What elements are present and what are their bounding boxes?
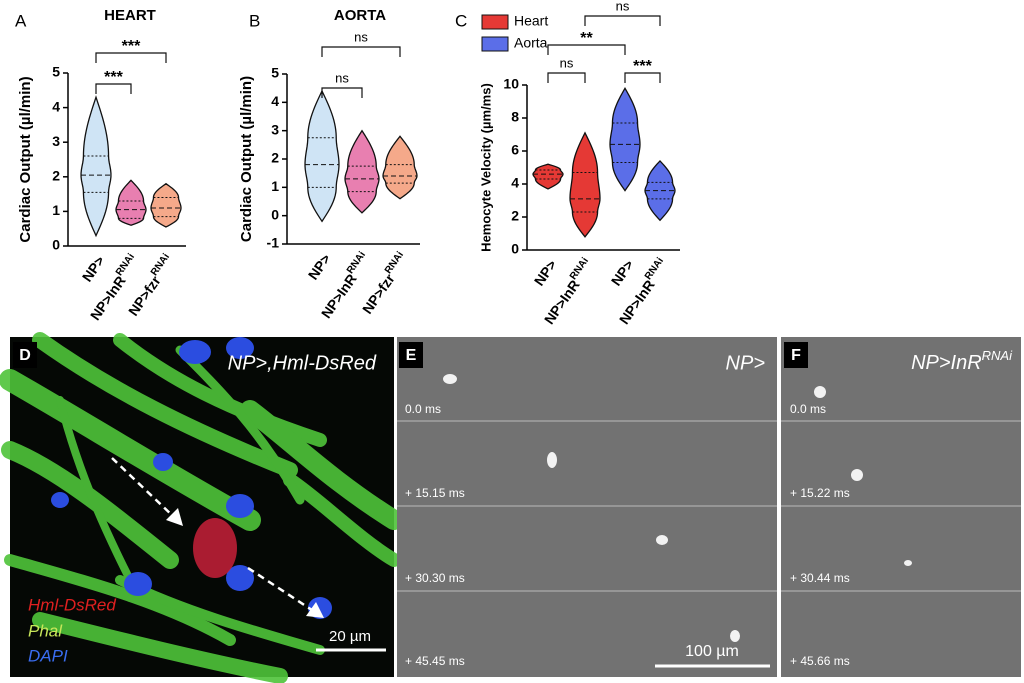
y-axis-label: Hemocyte Velocity (µm/ms) — [478, 83, 493, 252]
label-box — [399, 342, 423, 368]
violin — [80, 95, 112, 238]
y-tick-label: 1 — [271, 178, 279, 194]
scale-bar-label: 100 µm — [685, 643, 739, 660]
panel-label: D — [19, 347, 31, 364]
panel-label: B — [249, 11, 260, 30]
y-tick-label: 6 — [511, 142, 519, 158]
significance-bracket — [584, 15, 661, 26]
y-tick-label: 3 — [52, 133, 60, 149]
significance-bracket — [95, 83, 132, 94]
y-tick-label: 4 — [52, 98, 60, 114]
hemocyte — [193, 518, 237, 578]
y-tick-label: 5 — [52, 64, 60, 80]
muscle-fibers — [0, 332, 404, 683]
time-label: + 15.22 ms — [790, 486, 850, 500]
violin — [569, 131, 601, 238]
time-label: + 15.15 ms — [405, 486, 465, 500]
violin — [344, 129, 380, 214]
panel-title: NP>InRRNAi — [911, 348, 1013, 374]
y-axis-label: Cardiac Output (µl/min) — [238, 76, 255, 242]
y-axis-label: Cardiac Output (µl/min) — [17, 76, 34, 242]
significance-label: ns — [335, 70, 349, 85]
label-box — [784, 342, 808, 368]
panel-label: F — [791, 347, 801, 364]
y-tick-label: 2 — [511, 208, 519, 224]
significance-bracket — [321, 46, 401, 57]
y-tick-label: 5 — [271, 65, 279, 81]
panel-label: C — [455, 11, 467, 30]
y-tick-label: -1 — [267, 235, 280, 251]
significance-label: ns — [616, 0, 630, 13]
frame-dividers — [397, 420, 1021, 592]
y-tick-label: 8 — [511, 109, 519, 125]
y-tick-label: 0 — [52, 237, 60, 253]
violin — [644, 159, 676, 222]
nuclei — [51, 337, 332, 619]
panel-label: A — [15, 11, 27, 30]
panel-title: NP>,Hml-DsRed — [228, 352, 377, 374]
time-labels: 0.0 ms + 15.15 ms + 30.30 ms + 45.45 ms 0.0 … — [405, 402, 850, 668]
panel-f — [781, 337, 1021, 677]
significance-label: *** — [633, 58, 652, 75]
y-tick-label: 0 — [271, 206, 279, 222]
time-label: + 45.45 ms — [405, 654, 465, 668]
y-tick-label: 4 — [271, 93, 279, 109]
time-label: 0.0 ms — [790, 402, 826, 416]
hemocyte-spots — [443, 374, 740, 642]
arrowheads — [166, 508, 324, 618]
scale-bar-label: 20 µm — [329, 628, 371, 645]
stain-label: Phal — [28, 621, 63, 640]
time-label: + 30.44 ms — [790, 571, 850, 585]
time-label: 0.0 ms — [405, 402, 441, 416]
arrows — [111, 457, 316, 614]
y-tick-label: 1 — [52, 202, 60, 218]
y-tick-label: 4 — [511, 175, 519, 191]
time-label: + 45.66 ms — [790, 654, 850, 668]
significance-bracket — [321, 87, 363, 98]
legend-swatch — [481, 36, 509, 52]
significance-bracket — [547, 44, 626, 55]
title-base: NP>InR — [911, 352, 982, 374]
significance-bracket — [547, 72, 586, 83]
legend-label: Heart — [514, 13, 548, 29]
stain-label: Hml-DsRed — [28, 595, 116, 614]
significance-label: ns — [560, 55, 574, 70]
legend-label: Aorta — [514, 35, 548, 51]
panel-title: NP> — [726, 352, 765, 374]
micrograph — [397, 337, 777, 677]
chart-title: HEART — [104, 7, 156, 24]
legend-swatch — [481, 14, 509, 30]
y-tick-label: 2 — [52, 168, 60, 184]
significance-label: *** — [122, 38, 141, 55]
panel-d — [0, 332, 404, 683]
panel-e — [397, 337, 777, 677]
significance-label: ns — [354, 29, 368, 44]
stain-label: DAPI — [28, 646, 68, 665]
significance-label: ** — [580, 30, 593, 47]
label-box — [13, 342, 37, 368]
significance-bracket — [624, 72, 661, 83]
significance-label: *** — [104, 69, 123, 86]
y-tick-label: 10 — [503, 76, 519, 92]
y-tick-label: 2 — [271, 150, 279, 166]
time-label: + 30.30 ms — [405, 571, 465, 585]
y-tick-label: 3 — [271, 121, 279, 137]
hemocyte-spots — [814, 386, 912, 566]
violin — [609, 86, 641, 192]
significance-bracket — [95, 52, 167, 63]
title-sup: RNAi — [982, 348, 1013, 363]
panel-label: E — [406, 347, 417, 364]
violin — [115, 179, 147, 226]
chart-title: AORTA — [334, 7, 386, 24]
y-tick-label: 0 — [511, 241, 519, 257]
